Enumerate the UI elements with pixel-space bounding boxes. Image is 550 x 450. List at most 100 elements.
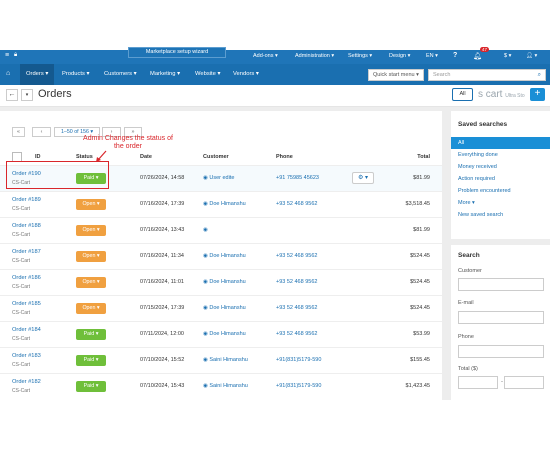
search-panel: Search Customer E-mail Phone Total ($) - xyxy=(451,245,550,400)
marketplace-setup-wizard-button[interactable]: Marketplace setup wizard xyxy=(128,47,226,58)
column-id[interactable]: ID xyxy=(35,154,41,160)
administration-menu[interactable]: Administration ▾ xyxy=(295,53,335,59)
customer-link[interactable]: ◉ Doe Himanshu xyxy=(203,331,246,337)
pagination-prev[interactable]: ‹ xyxy=(32,127,51,137)
row-actions-button[interactable]: ⚙ ▾ xyxy=(352,172,374,184)
order-total: $524.45 xyxy=(410,305,430,311)
customer-link[interactable]: ◉ xyxy=(203,227,208,233)
phone-link[interactable]: +93 52 468 9562 xyxy=(276,305,318,311)
nav-marketing[interactable]: Marketing ▾ xyxy=(150,71,180,77)
pagination-next[interactable]: › xyxy=(102,127,121,137)
add-order-button[interactable]: + xyxy=(530,88,545,101)
pagination-first[interactable]: « xyxy=(12,127,25,137)
design-menu[interactable]: Design ▾ xyxy=(389,53,411,59)
saved-search-all[interactable]: All xyxy=(451,137,550,149)
saved-search-more[interactable]: More ▾ xyxy=(458,200,475,206)
table-row[interactable]: Order #183 CS-Cart Paid ▾ 07/10/2024, 15… xyxy=(0,347,442,373)
order-link[interactable]: Order #190 xyxy=(12,171,41,177)
lock-icon[interactable]: 🔒︎ xyxy=(14,52,18,58)
menu-icon[interactable]: ≡ xyxy=(5,52,10,59)
column-total[interactable]: Total xyxy=(417,154,430,160)
status-dropdown[interactable]: Paid ▾ xyxy=(76,329,106,340)
column-date[interactable]: Date xyxy=(140,154,152,160)
phone-link[interactable]: +93 52 468 9562 xyxy=(276,279,318,285)
status-dropdown[interactable]: Paid ▾ xyxy=(76,381,106,392)
status-dropdown[interactable]: Open ▾ xyxy=(76,251,106,262)
quick-start-menu-button[interactable]: Quick start menu ▾ xyxy=(368,69,424,81)
table-row[interactable]: Order #186 CS-Cart Open ▾ 07/16/2024, 11… xyxy=(0,269,442,295)
column-status[interactable]: Status xyxy=(76,154,93,160)
nav-vendors[interactable]: Vendors ▾ xyxy=(233,71,259,77)
saved-search-money-received[interactable]: Money received xyxy=(458,164,497,170)
email-input[interactable] xyxy=(458,311,544,324)
table-row[interactable]: Order #190 CS-Cart Paid ▾ 07/26/2024, 14… xyxy=(0,165,442,191)
search-input[interactable]: Search ⌕ xyxy=(428,69,546,81)
phone-input[interactable] xyxy=(458,345,544,358)
table-row[interactable]: Order #182 CS-Cart Paid ▾ 07/10/2024, 15… xyxy=(0,373,442,399)
saved-search-everything-done[interactable]: Everything done xyxy=(458,152,498,158)
table-row[interactable]: Order #189 CS-Cart Open ▾ 07/16/2024, 17… xyxy=(0,191,442,217)
column-phone[interactable]: Phone xyxy=(276,154,293,160)
customer-link[interactable]: ◉ Saini Himanshu xyxy=(203,357,248,363)
status-dropdown[interactable]: Paid ▾ xyxy=(76,173,106,184)
column-customer[interactable]: Customer xyxy=(203,154,229,160)
pagination-last[interactable]: » xyxy=(124,127,142,137)
order-total: $81.99 xyxy=(413,175,430,181)
total-to-input[interactable] xyxy=(504,376,544,389)
order-link[interactable]: Order #187 xyxy=(12,249,41,255)
status-dropdown[interactable]: Open ▾ xyxy=(76,225,106,236)
customer-link[interactable]: ◉ Doe Himanshu xyxy=(203,201,246,207)
addons-menu[interactable]: Add-ons ▾ xyxy=(253,53,278,59)
back-button[interactable]: ← xyxy=(6,89,18,101)
pagination-range[interactable]: 1–50 of 156 ▾ xyxy=(54,127,100,137)
customer-input[interactable] xyxy=(458,278,544,291)
status-dropdown[interactable]: Paid ▾ xyxy=(76,355,106,366)
status-dropdown[interactable]: Open ▾ xyxy=(76,277,106,288)
table-row[interactable]: Order #184 CS-Cart Paid ▾ 07/11/2024, 12… xyxy=(0,321,442,347)
order-link[interactable]: Order #185 xyxy=(12,301,41,307)
gear-icon: ⚙ xyxy=(357,175,364,181)
phone-link[interactable]: +93 52 468 9562 xyxy=(276,201,318,207)
phone-link[interactable]: +93 52 468 9562 xyxy=(276,253,318,259)
new-saved-search-link[interactable]: New saved search xyxy=(458,212,504,218)
order-link[interactable]: Order #188 xyxy=(12,223,41,229)
customer-link[interactable]: ◉ Saini Himanshu xyxy=(203,383,248,389)
order-link[interactable]: Order #189 xyxy=(12,197,41,203)
table-row[interactable]: Order #187 CS-Cart Open ▾ 07/16/2024, 11… xyxy=(0,243,442,269)
user-menu[interactable]: 👤︎ ▾ xyxy=(526,53,538,59)
nav-products[interactable]: Products ▾ xyxy=(62,71,90,77)
order-link[interactable]: Order #186 xyxy=(12,275,41,281)
customer-link[interactable]: ◉ User edite xyxy=(203,175,235,181)
nav-customers[interactable]: Customers ▾ xyxy=(104,71,137,77)
user-icon: 👤︎ xyxy=(526,53,533,59)
home-icon[interactable]: ⌂ xyxy=(6,70,11,77)
search-icon[interactable]: ⌕ xyxy=(537,72,541,78)
status-dropdown[interactable]: Open ▾ xyxy=(76,199,106,210)
customer-link[interactable]: ◉ Doe Himanshu xyxy=(203,279,246,285)
status-dropdown[interactable]: Open ▾ xyxy=(76,303,106,314)
order-link[interactable]: Order #182 xyxy=(12,379,41,385)
currency-menu[interactable]: $ ▾ xyxy=(504,53,512,59)
phone-link[interactable]: +91 75985 45623 xyxy=(276,175,319,181)
nav-website[interactable]: Website ▾ xyxy=(195,71,221,77)
phone-link[interactable]: +91(831)5179-590 xyxy=(276,357,322,363)
all-filter-button[interactable]: All xyxy=(452,88,473,101)
order-link[interactable]: Order #184 xyxy=(12,327,41,333)
table-row[interactable]: Order #185 CS-Cart Open ▾ 07/15/2024, 17… xyxy=(0,295,442,321)
main-navigation: ⌂ Orders ▾ Products ▾ Customers ▾ Market… xyxy=(0,64,550,85)
total-from-input[interactable] xyxy=(458,376,498,389)
customer-link[interactable]: ◉ Doe Himanshu xyxy=(203,305,246,311)
phone-link[interactable]: +93 52 468 9562 xyxy=(276,331,318,337)
nav-orders[interactable]: Orders ▾ xyxy=(20,64,55,85)
language-menu[interactable]: EN ▾ xyxy=(426,53,438,59)
order-link[interactable]: Order #183 xyxy=(12,353,41,359)
settings-menu[interactable]: Settings ▾ xyxy=(348,53,373,59)
customer-link[interactable]: ◉ Doe Himanshu xyxy=(203,253,246,259)
table-row[interactable]: Order #188 CS-Cart Open ▾ 07/16/2024, 13… xyxy=(0,217,442,243)
saved-search-problem-encountered[interactable]: Problem encountered xyxy=(458,188,511,194)
saved-search-action-required[interactable]: Action required xyxy=(458,176,495,182)
phone-link[interactable]: +91(831)5179-590 xyxy=(276,383,322,389)
title-dropdown-button[interactable]: ▾ xyxy=(21,89,33,101)
bell-icon[interactable]: 🔔︎ xyxy=(473,53,482,60)
help-icon[interactable]: ? xyxy=(453,52,458,59)
